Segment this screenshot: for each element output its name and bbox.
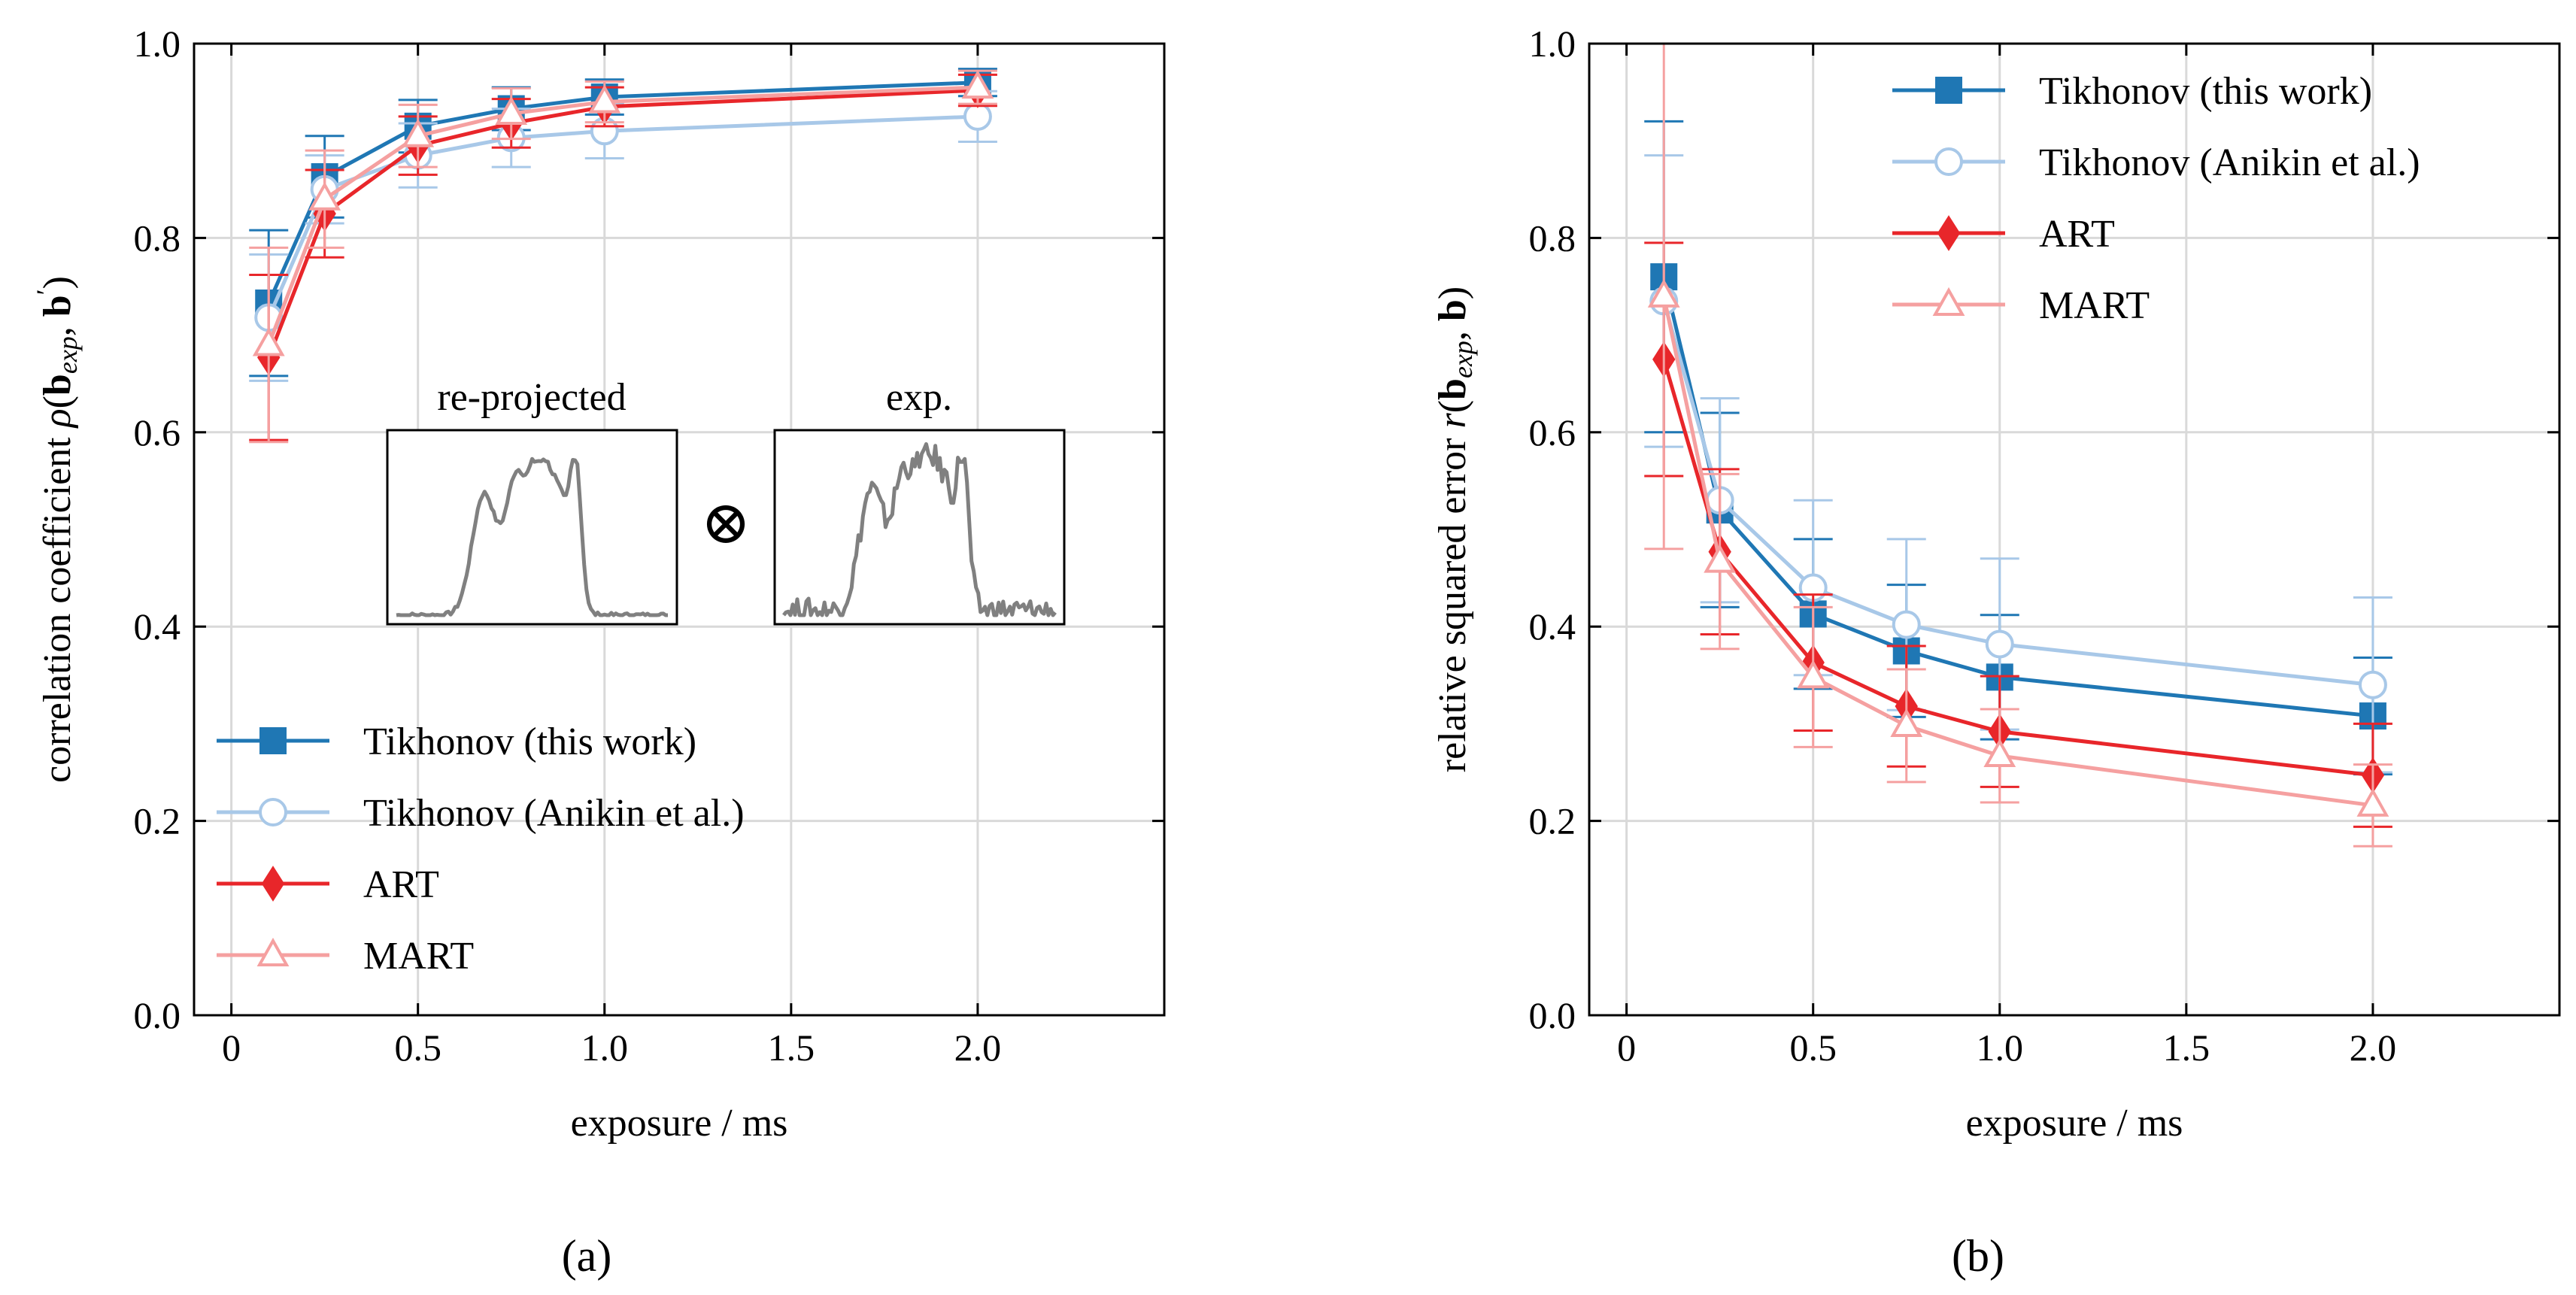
legend-marker bbox=[259, 727, 287, 754]
legend-label: Tikhonov (Anikin et al.) bbox=[2039, 141, 2420, 184]
y-tick-label: 0.4 bbox=[134, 605, 181, 648]
inset-curve-exp bbox=[782, 442, 1057, 617]
data-point bbox=[402, 118, 435, 147]
y-tick-label: 1.0 bbox=[1529, 23, 1576, 65]
series-group-b bbox=[1644, 42, 2392, 848]
data-point bbox=[588, 84, 621, 114]
legend-marker bbox=[259, 798, 287, 826]
y-tick-label: 0.8 bbox=[1529, 217, 1576, 259]
legend-entry: ART bbox=[217, 863, 439, 906]
y-tick-label: 0.6 bbox=[134, 411, 181, 453]
legend-label: MART bbox=[2039, 284, 2150, 327]
legend-label: Tikhonov (Anikin et al.) bbox=[363, 792, 745, 835]
series-line bbox=[266, 85, 979, 346]
data-point bbox=[495, 96, 528, 126]
data-point bbox=[1985, 629, 2014, 659]
series-group-a bbox=[249, 68, 997, 444]
series-4 bbox=[249, 69, 997, 444]
y-tick-label: 0.2 bbox=[1529, 800, 1576, 842]
legend-entry: Tikhonov (this work) bbox=[217, 720, 696, 763]
series-line bbox=[1661, 300, 2374, 687]
data-point bbox=[1983, 738, 2016, 768]
data-point bbox=[1704, 544, 1737, 573]
x-tick-label: 0 bbox=[1617, 1027, 1636, 1069]
legend-label: ART bbox=[2039, 213, 2115, 256]
legend-a: Tikhonov (this work) Tikhonov (Anikin et … bbox=[217, 720, 745, 978]
x-tick-label: 1.5 bbox=[768, 1027, 815, 1069]
data-point bbox=[1797, 660, 1830, 689]
x-tick-label: 1.0 bbox=[1977, 1027, 2024, 1069]
legend-entry: Tikhonov (Anikin et al.) bbox=[1892, 141, 2420, 184]
ticks-b: 0 0.5 1.0 1.5 2.0 0.0 0.2 0.4 0.6 0.8 1.0 bbox=[1529, 23, 2559, 1069]
legend-entry: ART bbox=[1892, 213, 2115, 256]
x-tick-label: 2.0 bbox=[954, 1027, 1002, 1069]
legend-b: Tikhonov (this work) Tikhonov (Anikin et … bbox=[1892, 70, 2420, 327]
y-tick-label: 0.8 bbox=[134, 217, 181, 259]
x-axis-label-a: exposure / ms bbox=[571, 1102, 788, 1145]
legend-marker bbox=[256, 937, 290, 966]
inset-label-exp: exp. bbox=[886, 376, 952, 419]
legend-entry: Tikhonov (this work) bbox=[1892, 70, 2372, 113]
legend-label: MART bbox=[363, 935, 474, 978]
x-tick-label: 2.0 bbox=[2350, 1027, 2397, 1069]
data-point bbox=[1890, 708, 1923, 737]
series-2 bbox=[249, 89, 997, 382]
legend-label: Tikhonov (this work) bbox=[2039, 70, 2372, 113]
series-line bbox=[1661, 296, 2374, 808]
inset-label-reprojected: re-projected bbox=[437, 376, 626, 419]
series-4 bbox=[1644, 42, 2392, 848]
x-tick-label: 0.5 bbox=[1789, 1027, 1837, 1069]
chart-panel-a: re-projected exp. ⊗ 0 0.5 1.0 1.5 2.00.00.20… bbox=[31, 23, 1166, 1281]
data-point bbox=[2358, 670, 2387, 699]
y-tick-label: 0.4 bbox=[1529, 605, 1576, 648]
series-line bbox=[266, 114, 979, 319]
y-tick-label: 0.0 bbox=[1529, 994, 1576, 1036]
x-tick-label: 1.0 bbox=[581, 1027, 629, 1069]
y-tick-label: 1.0 bbox=[134, 23, 181, 65]
data-point bbox=[308, 181, 341, 211]
data-point bbox=[2356, 787, 2389, 817]
legend-entry: MART bbox=[217, 935, 474, 978]
legend-marker bbox=[1937, 215, 1961, 251]
legend-entry: MART bbox=[1892, 284, 2150, 327]
inset-operator: ⊗ bbox=[700, 490, 751, 557]
legend-label: Tikhonov (this work) bbox=[363, 720, 696, 763]
y-tick-label: 0.2 bbox=[134, 800, 181, 842]
ticks-a: 0 0.5 1.0 1.5 2.0 0.0 0.2 0.4 0.6 0.8 1.0 bbox=[134, 23, 1164, 1069]
chart-panel-b: 0 0.5 1.0 1.5 2.0 0.0 0.2 0.4 0.6 0.8 1.0 exposure… bbox=[1431, 23, 2561, 1281]
legend-marker bbox=[1935, 77, 1962, 104]
plot-frame-b bbox=[1588, 42, 2561, 1017]
series-line bbox=[266, 88, 979, 359]
y-tick-label: 0.6 bbox=[1529, 411, 1576, 453]
data-point bbox=[252, 327, 285, 356]
panel-caption-a: (a) bbox=[562, 1231, 612, 1281]
series-line bbox=[1661, 276, 2374, 718]
x-tick-label: 1.5 bbox=[2163, 1027, 2210, 1069]
x-tick-label: 0 bbox=[222, 1027, 241, 1069]
y-tick-label: 0.0 bbox=[134, 994, 181, 1036]
plot-frame-a bbox=[193, 42, 1166, 1017]
series-1 bbox=[249, 68, 997, 378]
data-point bbox=[961, 70, 994, 99]
x-axis-label-b: exposure / ms bbox=[1966, 1102, 2183, 1145]
legend-marker bbox=[1934, 147, 1963, 176]
y-axis-label-a: correlation coefficient ρ(bexp, b′) bbox=[31, 276, 83, 783]
legend-marker bbox=[1932, 287, 1965, 316]
data-point bbox=[1647, 278, 1680, 308]
data-point bbox=[1892, 610, 1921, 639]
legend-marker bbox=[261, 866, 285, 902]
inset-group-a: re-projected exp. ⊗ bbox=[386, 376, 1066, 626]
legend-entry: Tikhonov (Anikin et al.) bbox=[217, 792, 745, 835]
panel-caption-b: (b) bbox=[1952, 1231, 2004, 1281]
legend-label: ART bbox=[363, 863, 439, 906]
x-tick-label: 0.5 bbox=[394, 1027, 441, 1069]
inset-curve-reprojected bbox=[396, 456, 668, 617]
y-axis-label-b: relative squared error r(bexp, b) bbox=[1431, 287, 1478, 772]
